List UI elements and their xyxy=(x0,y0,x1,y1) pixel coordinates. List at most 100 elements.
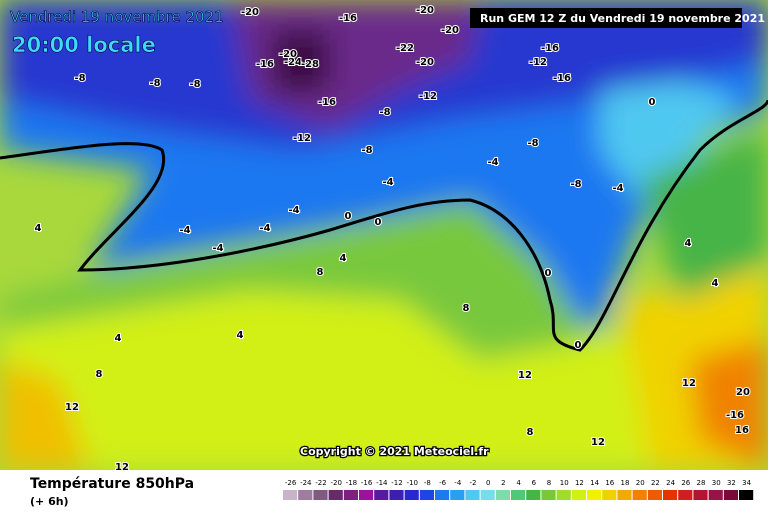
isotherm-label: 0 xyxy=(649,97,656,108)
scale-tick-label: -4 xyxy=(454,479,462,487)
isotherm-label: 0 xyxy=(545,268,552,279)
scale-swatch xyxy=(389,490,404,500)
footer-title: Température 850hPa xyxy=(30,476,194,492)
scale-swatch xyxy=(617,490,632,500)
scale-swatch xyxy=(556,490,571,500)
isotherm-label: 4 xyxy=(115,333,122,344)
isotherm-label: 20 xyxy=(736,387,750,398)
scale-tick-label: 16 xyxy=(605,479,614,487)
isotherm-label: -8 xyxy=(527,138,538,149)
isotherm-label: -16 xyxy=(726,410,744,421)
scale-swatch xyxy=(283,490,298,500)
scale-swatch xyxy=(678,490,693,500)
isotherm-label: -16 xyxy=(318,97,336,108)
scale-tick-label: 8 xyxy=(547,479,551,487)
scale-tick-label: 10 xyxy=(560,479,569,487)
isotherm-label: -20 xyxy=(441,25,459,36)
scale-swatch xyxy=(435,490,450,500)
isotherm-label: -22 xyxy=(396,43,414,54)
scale-swatch xyxy=(374,490,389,500)
scale-tick-label: 22 xyxy=(651,479,660,487)
isotherm-label: -12 xyxy=(419,91,437,102)
isotherm-label: 4 xyxy=(685,238,692,249)
isotherm-label: -4 xyxy=(612,183,623,194)
isotherm-label: -20 xyxy=(416,5,434,16)
scale-swatch xyxy=(480,490,495,500)
isotherm-label: 16 xyxy=(735,425,749,436)
isotherm-label: 12 xyxy=(518,370,532,381)
isotherm-label: -8 xyxy=(74,73,85,84)
run-info: Run GEM 12 Z du Vendredi 19 novembre 202… xyxy=(480,12,765,25)
color-scale: -26 -24 -22 -20 -18 -16 -14 -12 -10 -8 -6 -4 -2 0 2 4 6 8… xyxy=(283,479,754,500)
map-field xyxy=(0,0,768,470)
scale-tick-label: 20 xyxy=(636,479,645,487)
scale-tick-label: 12 xyxy=(575,479,584,487)
zero-isotherm xyxy=(0,99,768,352)
scale-tick-label: 6 xyxy=(532,479,537,487)
isotherm-labels: -20 -20-20-16-20-24-28-16-22-20-16-12-16-… xyxy=(34,4,751,474)
copyright: Copyright © 2021 Meteociel.fr xyxy=(300,445,489,458)
isotherm-label: 4 xyxy=(237,330,244,341)
scale-swatch xyxy=(495,490,510,500)
scale-tick-label: 30 xyxy=(712,479,721,487)
isotherm-label: -28 xyxy=(301,59,319,70)
scale-swatch xyxy=(632,490,647,500)
scale-swatch xyxy=(298,490,313,500)
scale-tick-label: 24 xyxy=(666,479,675,487)
isotherm-label: 0 xyxy=(575,340,582,351)
isotherm-label: -8 xyxy=(149,78,160,89)
scale-tick-label: 4 xyxy=(516,479,521,487)
isotherm-label: 12 xyxy=(591,437,605,448)
scale-swatch xyxy=(404,490,419,500)
scale-tick-label: -22 xyxy=(315,479,326,487)
time: 20:00 locale xyxy=(12,33,156,57)
scale-tick-label: -24 xyxy=(300,479,312,487)
isotherm-label: -16 xyxy=(541,43,559,54)
isotherm-label: -16 xyxy=(553,73,571,84)
isotherm-label: -16 xyxy=(256,59,274,70)
isotherm-label: 0 xyxy=(345,211,352,222)
isotherm-label: 4 xyxy=(35,223,42,234)
scale-tick-label: 2 xyxy=(501,479,505,487)
scale-tick-label: -12 xyxy=(391,479,402,487)
isotherm-label: -4 xyxy=(288,205,299,216)
isotherm-label: -4 xyxy=(179,225,190,236)
scale-tick-label: 32 xyxy=(727,479,736,487)
scale-swatch xyxy=(450,490,465,500)
scale-tick-label: -2 xyxy=(470,479,477,487)
scale-tick-label: -10 xyxy=(406,479,417,487)
isotherm-label: -8 xyxy=(570,179,581,190)
isotherm-label: -16 xyxy=(339,13,357,24)
scale-tick-label: 18 xyxy=(621,479,630,487)
run-box xyxy=(470,8,742,28)
scale-swatch xyxy=(723,490,738,500)
scale-swatch xyxy=(571,490,586,500)
isotherm-label: -12 xyxy=(529,57,547,68)
isotherm-label: -12 xyxy=(293,133,311,144)
isotherm-label: 12 xyxy=(65,402,79,413)
scale-swatch xyxy=(739,490,754,500)
scale-tick-label: 28 xyxy=(697,479,706,487)
isotherm-label: 4 xyxy=(340,253,347,264)
isotherm-label: 12 xyxy=(682,378,696,389)
scale-tick-label: -16 xyxy=(361,479,373,487)
scale-swatch xyxy=(541,490,556,500)
scale-swatch xyxy=(647,490,662,500)
isotherm-label: -4 xyxy=(382,177,393,188)
isotherm-label: -20 xyxy=(241,7,259,18)
isotherm-label: -8 xyxy=(189,79,200,90)
isotherm-label: -24 xyxy=(284,57,302,68)
scale-swatch xyxy=(359,490,374,500)
scale-tick-label: -18 xyxy=(346,479,357,487)
scale-tick-label: -8 xyxy=(424,479,431,487)
scale-tick-label: -26 xyxy=(285,479,297,487)
scale-swatch xyxy=(602,490,617,500)
scale-swatch xyxy=(587,490,602,500)
footer-lead: (+ 6h) xyxy=(30,495,69,508)
scale-tick-label: -6 xyxy=(439,479,447,487)
scale-swatch xyxy=(313,490,328,500)
scale-swatch xyxy=(328,490,343,500)
isotherm-label: -8 xyxy=(379,107,390,118)
isotherm-label: 8 xyxy=(527,427,534,438)
